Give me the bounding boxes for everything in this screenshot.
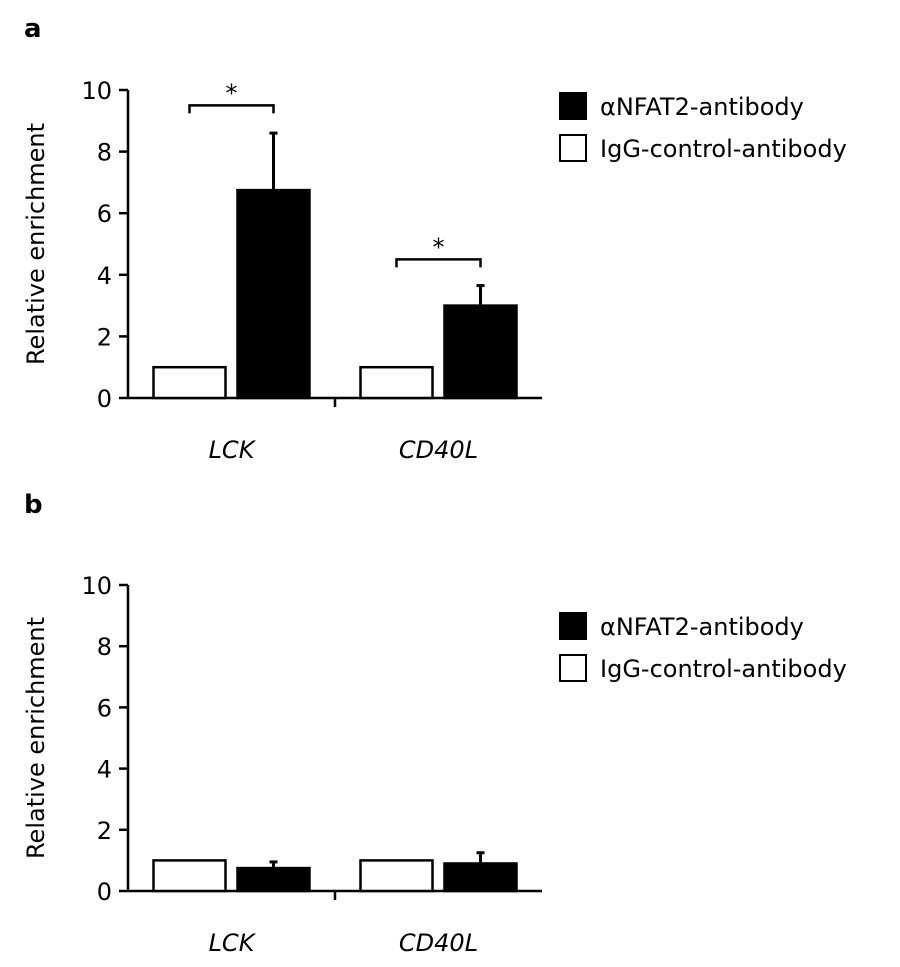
significance-star: * [226, 79, 238, 107]
y-tick-label: 2 [97, 323, 112, 351]
bar [359, 859, 434, 893]
category-label: LCK [209, 929, 257, 957]
bar [236, 188, 311, 400]
legend-swatch [559, 92, 587, 120]
significance-bracket [395, 258, 482, 268]
chart-a: 0 2 4 6 8 10 Relative enrichment LCK * CD40L * αNFA… [22, 77, 847, 464]
y-tick-label: 6 [97, 694, 112, 722]
legend-swatch [559, 134, 587, 162]
category-label: CD40L [399, 929, 478, 957]
y-axis-title: Relative enrichment [22, 617, 50, 859]
legend-label: αNFAT2-antibody [600, 613, 804, 641]
y-tick-label: 0 [97, 385, 112, 413]
y-tick-label: 0 [97, 878, 112, 906]
significance-bracket [188, 104, 275, 114]
legend-swatch [559, 654, 587, 682]
legend-label: IgG-control-antibody [600, 655, 847, 683]
legend-label: αNFAT2-antibody [600, 93, 804, 121]
panel-a: a 0 2 4 6 8 10 Relative enrichment LCK * CD40L * αN… [0, 0, 900, 480]
bar [236, 866, 311, 893]
significance-star: * [433, 233, 445, 261]
y-tick-label: 2 [97, 817, 112, 845]
y-tick-label: 8 [97, 633, 112, 661]
y-tick-label: 10 [81, 572, 112, 600]
legend-swatch [559, 612, 587, 640]
panel-b: b 0 2 4 6 8 10 Relative enrichment LCK CD40L αNFA… [0, 490, 900, 967]
y-tick-label: 8 [97, 139, 112, 167]
y-tick-label: 4 [97, 756, 112, 784]
bar [359, 365, 434, 400]
bar [443, 304, 518, 400]
bar [152, 365, 227, 400]
panel-a-letter: a [24, 14, 42, 44]
y-tick-label: 4 [97, 262, 112, 290]
y-axis-title: Relative enrichment [22, 123, 50, 365]
bar [443, 862, 518, 893]
panel-b-letter: b [24, 490, 43, 520]
y-tick-label: 10 [81, 77, 112, 105]
bar [152, 859, 227, 893]
category-label: LCK [209, 436, 257, 464]
category-label: CD40L [399, 436, 478, 464]
chart-b: 0 2 4 6 8 10 Relative enrichment LCK CD40L αNFAT2… [22, 572, 847, 957]
legend-label: IgG-control-antibody [600, 135, 847, 163]
y-tick-label: 6 [97, 200, 112, 228]
